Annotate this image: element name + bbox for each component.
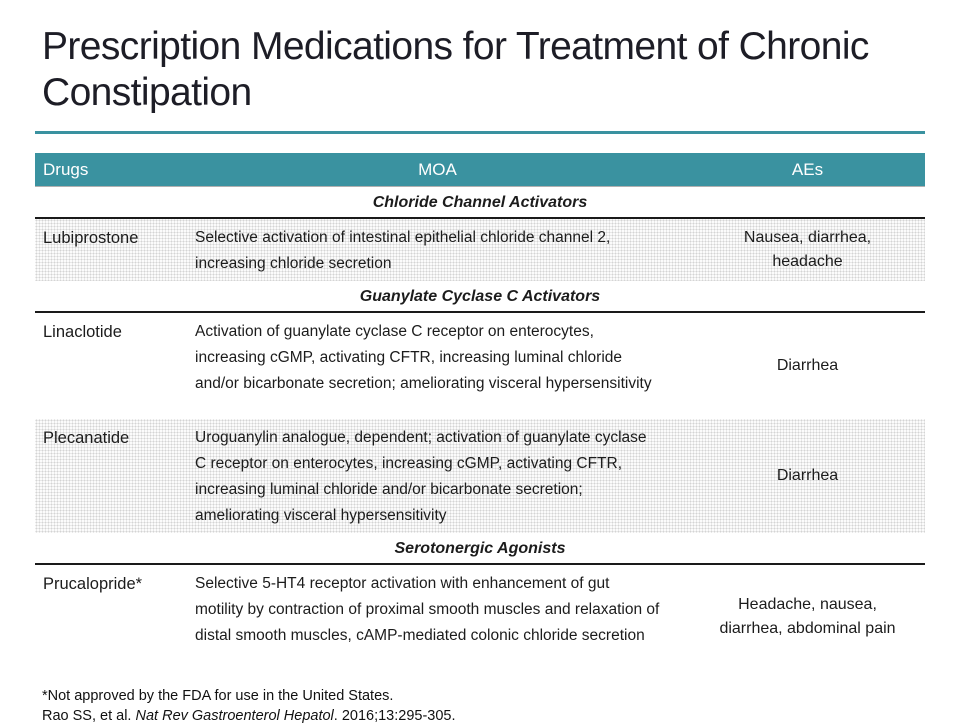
drug-moa: Selective activation of intestinal epith… — [195, 229, 611, 272]
footnote-citation: Rao SS, et al. Nat Rev Gastroenterol Hep… — [42, 706, 960, 726]
drug-aes-text: Headache, nausea, diarrhea, abdominal pa… — [719, 596, 896, 637]
drug-moa: Uroguanylin analogue, dependent; activat… — [195, 429, 647, 524]
drug-name: Lubiprostone — [43, 229, 139, 247]
table-row-linaclotide: Linaclotide Activation of guanylate cycl… — [35, 313, 925, 419]
drug-moa: Selective 5-HT4 receptor activation with… — [195, 575, 660, 644]
section-header-chloride-channel-activators: Chloride Channel Activators — [35, 187, 925, 219]
section-header-guanylate-cyclase-c-activators: Guanylate Cyclase C Activators — [35, 281, 925, 313]
drug-aes: Headache, nausea, diarrhea, abdominal pa… — [690, 569, 925, 665]
page-title: Prescription Medications for Treatment o… — [42, 25, 869, 114]
column-header-drugs: Drugs — [43, 159, 89, 179]
citation-authors: Rao SS, et al. — [42, 708, 136, 724]
footnote-asterisk: *Not approved by the FDA for use in the … — [42, 688, 394, 704]
column-header-aes: AEs — [791, 159, 824, 179]
medications-table: Drugs MOA AEs Chloride Channel Activator… — [35, 153, 925, 669]
drug-name: Linaclotide — [43, 323, 122, 341]
column-header-moa: MOA — [418, 159, 457, 179]
footnotes: *Not approved by the FDA for use in the … — [42, 686, 960, 726]
drug-aes: Diarrhea — [690, 423, 925, 529]
drug-name: Plecanatide — [43, 429, 130, 447]
drug-aes-text: Diarrhea — [776, 357, 839, 374]
drug-aes: Diarrhea — [690, 317, 925, 415]
table-header-row: Drugs MOA AEs — [35, 153, 925, 187]
table-row-plecanatide: Plecanatide Uroguanylin analogue, depend… — [35, 419, 925, 533]
table-row-lubiprostone: Lubiprostone Selective activation of int… — [35, 219, 925, 281]
drug-aes-text: Nausea, diarrhea, headache — [743, 229, 872, 270]
drug-name: Prucalopride* — [43, 575, 143, 593]
drug-moa: Activation of guanylate cyclase C recept… — [195, 323, 652, 392]
section-header-serotonergic-agonists: Serotonergic Agonists — [35, 533, 925, 565]
drug-aes-text: Diarrhea — [776, 467, 839, 484]
citation-year-pages: . 2016;13:295-305. — [333, 708, 456, 724]
title-divider — [35, 131, 925, 134]
citation-journal: Nat Rev Gastroenterol Hepatol — [135, 708, 334, 724]
table-row-prucalopride: Prucalopride* Selective 5-HT4 receptor a… — [35, 565, 925, 669]
drug-aes: Nausea, diarrhea, headache — [690, 223, 925, 277]
